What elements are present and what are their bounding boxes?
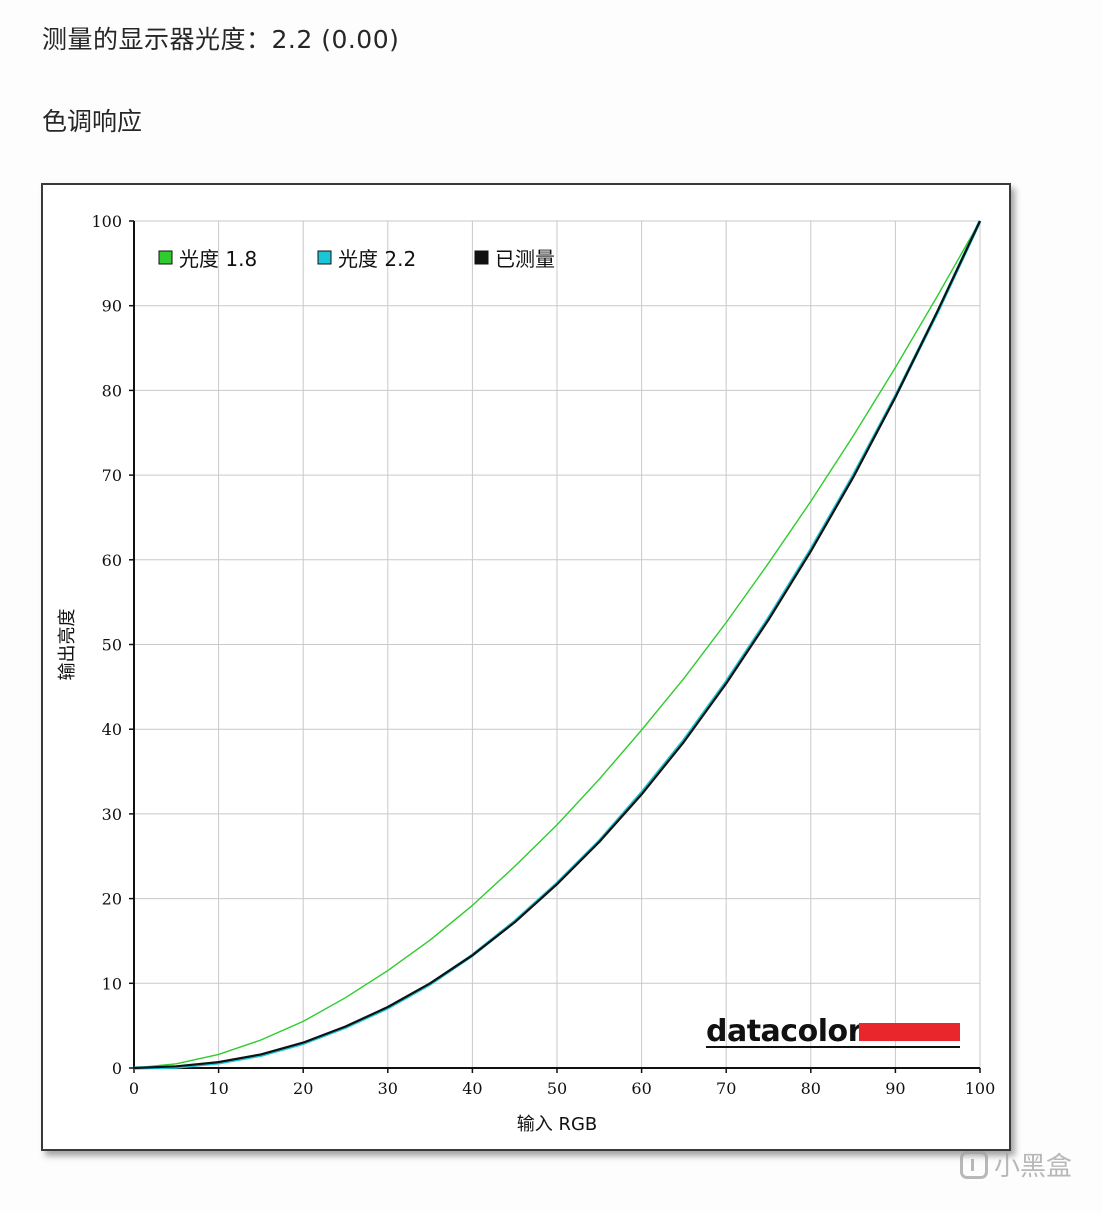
y-tick-label: 20 [102, 890, 122, 909]
y-tick-label: 70 [102, 466, 122, 485]
y-tick-label: 60 [102, 551, 122, 570]
series-line-3 [133, 220, 981, 1070]
legend-item: 光度 2.2 [317, 247, 416, 271]
legend-swatch [474, 250, 489, 265]
legend-label: 光度 2.2 [338, 247, 416, 271]
y-tick-label: 40 [102, 720, 122, 739]
datacolor-wordmark: datacolor [706, 1014, 863, 1049]
measured-gamma-heading: 测量的显示器光度：2.2 (0.00) [42, 25, 400, 54]
x-tick-label: 100 [965, 1079, 996, 1098]
y-tick-label: 90 [102, 297, 122, 316]
heybox-logo-icon [959, 1150, 988, 1179]
legend-label: 已测量 [495, 247, 555, 271]
datacolor-logo: datacolor [706, 1014, 960, 1049]
chart-frame: 0 10 20 30 40 50 60 70 80 90 100 0 10 20 30 40 50 60 70 80 9… [41, 183, 1011, 1151]
legend-item: 已测量 [474, 247, 555, 271]
y-tick-label: 80 [102, 381, 122, 400]
y-tick-label: 0 [112, 1059, 122, 1078]
tone-response-chart: 0 10 20 30 40 50 60 70 80 90 100 0 10 20 30 40 50 60 70 80 9… [57, 212, 996, 1135]
x-tick-label: 0 [129, 1079, 139, 1098]
y-tick-label: 100 [91, 212, 122, 231]
watermark-text: 小黑盒 [993, 1152, 1072, 1182]
x-tick-label: 60 [631, 1079, 651, 1098]
legend-item: 光度 1.8 [158, 247, 257, 271]
x-tick-label: 80 [801, 1079, 821, 1098]
y-axis-label: 输出亮度 [57, 609, 78, 681]
x-tick-label: 40 [462, 1079, 482, 1098]
datacolor-accent-bar [859, 1023, 960, 1041]
y-tick-label: 50 [102, 636, 122, 655]
watermark: 小黑盒 [959, 1146, 1072, 1183]
legend-swatch [158, 250, 173, 265]
x-tick-label: 30 [378, 1079, 398, 1098]
x-tick-label: 90 [885, 1079, 905, 1098]
legend-label: 光度 1.8 [179, 247, 257, 271]
x-tick-label: 50 [547, 1079, 567, 1098]
x-tick-label: 20 [293, 1079, 313, 1098]
x-axis-label: 输入 RGB [517, 1114, 598, 1135]
y-tick-label: 30 [102, 805, 122, 824]
section-title: 色调响应 [42, 107, 143, 136]
x-tick-label: 10 [208, 1079, 228, 1098]
legend-swatch [317, 250, 332, 265]
series-line-1 [133, 220, 981, 1069]
x-tick-label: 70 [716, 1079, 736, 1098]
y-tick-label: 10 [102, 974, 122, 993]
